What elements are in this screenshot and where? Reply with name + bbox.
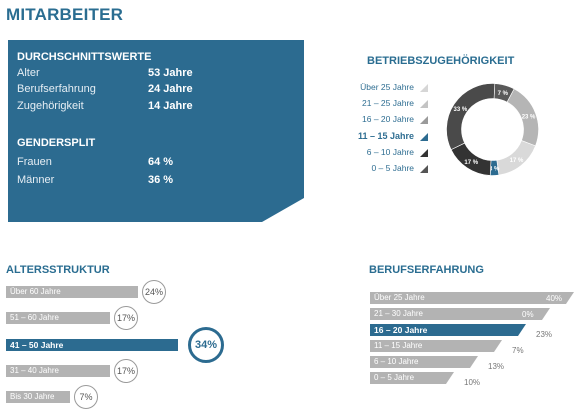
average-label-experience: Berufserfahrung [17, 83, 96, 95]
age-bar: Bis 30 Jahre [6, 391, 70, 403]
experience-value-label: 10% [464, 378, 481, 387]
box-corner-cut [262, 198, 304, 222]
experience-value-label: 0% [522, 310, 534, 319]
tenure-legend-marker [420, 148, 428, 157]
average-value-experience: 24 Jahre [148, 83, 193, 95]
tenure-donut-label: 3 % [489, 166, 500, 172]
age-bar: 41 – 50 Jahre [6, 339, 178, 351]
experience-bar: 16 – 20 Jahre [370, 324, 526, 336]
gender-value-women: 64 % [148, 156, 174, 168]
age-value-label: 7% [74, 385, 98, 409]
age-chart-title: ALTERSSTRUKTUR [6, 264, 110, 276]
averages-heading: DURCHSCHNITTSWERTE [17, 51, 152, 63]
tenure-legend-marker [420, 100, 428, 109]
tenure-donut-label: 7 % [498, 91, 509, 97]
age-bar: 51 – 60 Jahre [6, 312, 110, 324]
tenure-legend-marker [420, 84, 428, 92]
tenure-chart-title: BETRIEBSZUGEHÖRIGKEIT [367, 55, 515, 67]
experience-value-label: 13% [488, 362, 505, 371]
experience-bar: 6 – 10 Jahre [370, 356, 478, 368]
experience-value-label: 40% [546, 294, 563, 303]
age-bar: 31 – 40 Jahre [6, 365, 110, 377]
experience-bar: 11 – 15 Jahre [370, 340, 502, 352]
tenure-legend-marker [420, 116, 428, 125]
experience-value-label: 7% [512, 346, 524, 355]
tenure-donut-label: 33 % [454, 107, 468, 113]
experience-chart-title: BERUFSERFAHRUNG [369, 264, 484, 276]
tenure-legend-label: 0 – 5 Jahre [371, 163, 414, 173]
age-value-label: 17% [114, 306, 138, 330]
tenure-legend-marker [420, 132, 428, 141]
average-value-tenure: 14 Jahre [148, 100, 193, 112]
age-bar: Über 60 Jahre [6, 286, 138, 298]
page-title: MITARBEITER [6, 5, 124, 24]
tenure-legend-label: 11 – 15 Jahre [357, 130, 414, 141]
average-label-age: Alter [17, 67, 40, 79]
experience-bar: 0 – 5 Jahre [370, 372, 454, 384]
gender-label-men: Männer [17, 174, 55, 186]
tenure-donut-slice [446, 83, 496, 151]
tenure-legend-label: Über 25 Jahre [360, 82, 414, 92]
tenure-donut-chart: 7 % 23 % 17 % 3 % 17 % 33 % [446, 83, 539, 176]
experience-bar: 21 – 30 Jahre [370, 308, 550, 320]
age-value-label: 34% [188, 327, 224, 363]
tenure-legend-label: 6 – 10 Jahre [366, 146, 414, 157]
gender-heading: GENDERSPLIT [17, 137, 96, 149]
tenure-donut-label: 23 % [522, 114, 536, 120]
summary-panel [8, 40, 304, 222]
tenure-legend-marker [420, 165, 428, 173]
age-value-label: 24% [142, 280, 166, 304]
tenure-legend-label: 21 – 25 Jahre [362, 98, 414, 109]
tenure-donut-label: 17 % [510, 158, 524, 164]
tenure-donut-label: 17 % [464, 160, 478, 166]
experience-bar: Über 25 Jahre [370, 292, 574, 304]
experience-value-label: 23% [536, 330, 553, 339]
tenure-legend-label: 16 – 20 Jahre [362, 114, 414, 125]
average-value-age: 53 Jahre [148, 67, 193, 79]
gender-value-men: 36 % [148, 174, 174, 186]
average-label-tenure: Zugehörigkeit [17, 100, 84, 112]
gender-label-women: Frauen [17, 156, 52, 168]
age-value-label: 17% [114, 359, 138, 383]
